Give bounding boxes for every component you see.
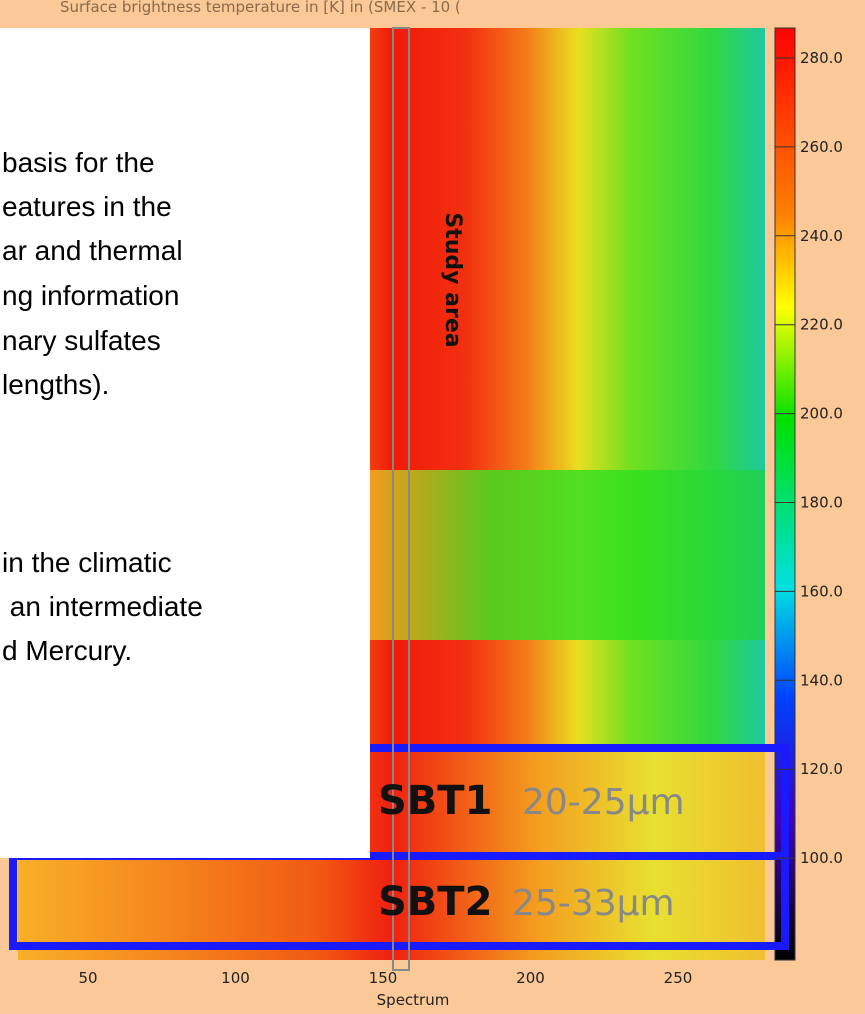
colorbar-label: 280.0 [800,49,843,67]
colorbar [774,27,796,961]
x-label: Spectrum [377,991,450,1009]
study-column [392,27,410,971]
text-line: ng information [2,280,179,311]
colorbar-label: 160.0 [800,582,843,600]
colorbar-label: 200.0 [800,405,843,423]
plot-title: Surface brightness temperature in [K] in… [60,0,461,16]
colorbar-label: 140.0 [800,671,843,689]
text-line: nary sulfates [2,325,161,356]
text-line: ar and thermal [2,235,183,266]
colorbar-label: 180.0 [800,494,843,512]
x-tick-label: 50 [78,969,97,987]
colorbar-label: 260.0 [800,138,843,156]
text-line: eatures in the [2,191,172,222]
band-range: 25-33µm [512,883,675,924]
x-tick-label: 150 [369,969,398,987]
colorbar-label: 240.0 [800,227,843,245]
text-line: lengths). [2,369,109,400]
study-area: Study area [440,212,465,347]
heatmap-band [370,470,765,640]
x-tick-label: 200 [516,969,545,987]
colorbar-label: 220.0 [800,316,843,334]
band-name: SBT1 [378,778,492,824]
colorbar-label: 120.0 [800,760,843,778]
text-line: d Mercury. [2,635,132,666]
colorbar-label: 100.0 [800,849,843,867]
x-tick-label: 250 [664,969,693,987]
text-line: an intermediate [2,591,203,622]
band-name: SBT2 [378,879,492,925]
text-box [0,28,370,858]
sbt2-box [9,852,789,950]
x-tick-label: 100 [221,969,250,987]
text-line: basis for the [2,147,155,178]
text-line: in the climatic [2,547,172,578]
band-range: 20-25µm [522,782,685,823]
